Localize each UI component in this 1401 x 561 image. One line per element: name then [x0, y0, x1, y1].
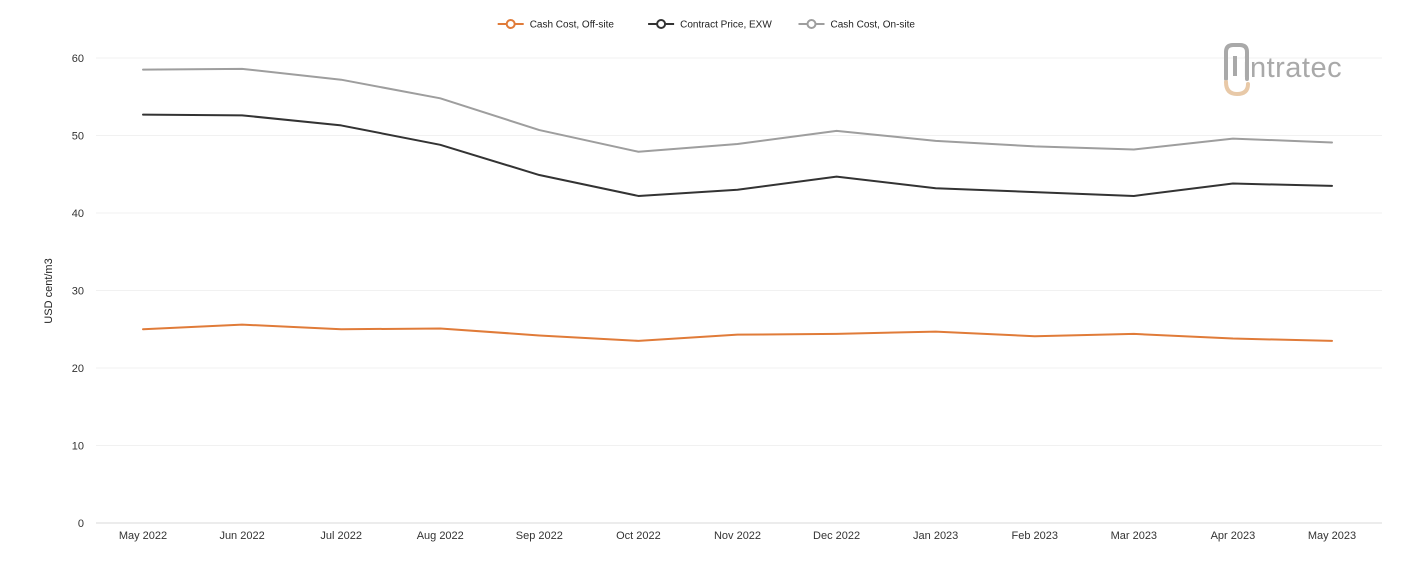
y-tick-label: 0	[78, 518, 84, 530]
y-tick-label: 20	[72, 363, 84, 375]
x-tick-label: Nov 2022	[714, 530, 761, 542]
legend-marker-dot	[806, 19, 817, 29]
x-tick-label: Oct 2022	[616, 530, 661, 542]
x-tick-label: May 2023	[1308, 530, 1356, 542]
gridlines	[96, 57, 1382, 524]
x-tick-label: Jan 2023	[913, 530, 958, 542]
x-tick-label: Mar 2023	[1111, 530, 1157, 542]
legend-label: Cash Cost, Off-site	[530, 20, 615, 31]
intratec-logo-text: intratec	[1243, 52, 1342, 84]
legend-label: Contract Price, EXW	[680, 20, 772, 31]
y-tick-label: 30	[72, 286, 84, 298]
x-tick-label: Jul 2022	[320, 530, 362, 542]
legend-marker-dot	[505, 19, 516, 29]
x-axis: May 2022 Jun 2022 Jul 2022 Aug 2022 Sep 2022…	[119, 530, 1356, 542]
series-lines	[142, 67, 1333, 342]
legend-item[interactable]: Cash Cost, On-site	[798, 19, 916, 31]
x-tick-label: Apr 2023	[1211, 530, 1256, 542]
series-line	[142, 67, 1333, 153]
legend: Cash Cost, Off-site Contract Price, EXW Ca…	[497, 19, 916, 31]
legend-label: Cash Cost, On-site	[831, 20, 916, 31]
x-tick-label: Jun 2022	[219, 530, 264, 542]
series-line	[142, 323, 1333, 342]
y-axis: 0 10 20 30 40 50 60	[72, 53, 84, 530]
intratec-logo-icon	[1224, 43, 1250, 97]
x-tick-label: Sep 2022	[516, 530, 563, 542]
y-tick-label: 50	[72, 131, 84, 143]
y-tick-label: 10	[72, 441, 84, 453]
x-tick-label: Dec 2022	[813, 530, 860, 542]
legend-item[interactable]: Cash Cost, Off-site	[497, 19, 615, 31]
legend-item[interactable]: Contract Price, EXW	[648, 19, 772, 31]
y-axis-title: USD cent/m3	[43, 258, 55, 323]
y-tick-label: 60	[72, 53, 84, 65]
series-line	[142, 113, 1333, 197]
x-tick-label: Aug 2022	[417, 530, 464, 542]
legend-marker-dot	[656, 19, 667, 29]
intratec-logo: intratec	[1224, 43, 1342, 97]
x-tick-label: Feb 2023	[1012, 530, 1058, 542]
x-tick-label: May 2022	[119, 530, 167, 542]
y-tick-label: 40	[72, 208, 84, 220]
